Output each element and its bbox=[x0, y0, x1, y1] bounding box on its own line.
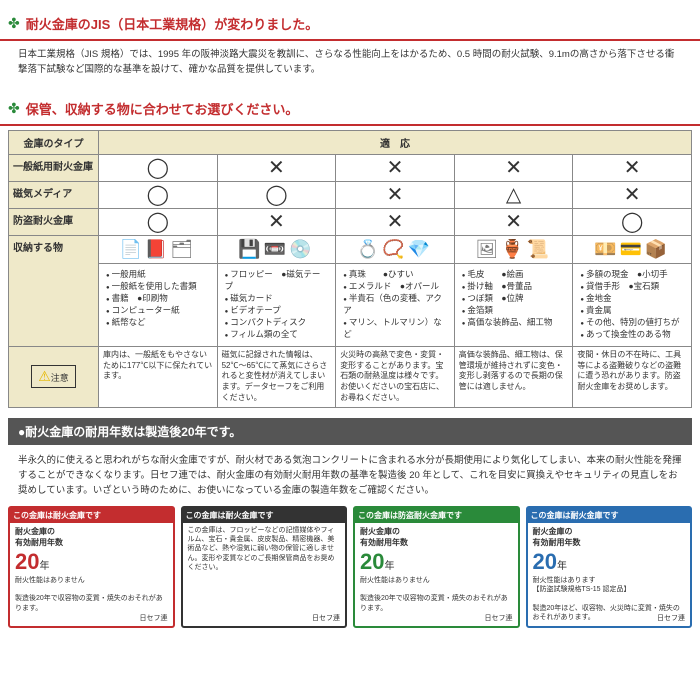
sym-cell: ◯ bbox=[217, 182, 336, 209]
info-card: この金庫は耐火金庫ですこの金庫は、フロッピーなどの記憶媒体やフィルム、宝石・貴金… bbox=[181, 506, 348, 627]
sym-cell: ✕ bbox=[336, 209, 455, 236]
icon-cell: 📄📕🗂 bbox=[99, 236, 218, 264]
items-cell: 毛皮 ●絵画掛け軸 ●骨董品つぼ類 ●位牌金箔類高価な装飾品、細工物 bbox=[454, 264, 573, 346]
note-cell: 磁気に記録された情報は、52℃～65℃にて蒸気にさらされると変性材が消えてしまい… bbox=[217, 346, 336, 407]
note-cell: 火災時の高熱で変色・変質・変形することがあります。宝石類の耐熱温度は様々です。お… bbox=[336, 346, 455, 407]
section-title-2: 保管、収納する物に合わせてお選びください。 bbox=[26, 99, 299, 118]
icon-cell: 💾📼💿 bbox=[217, 236, 336, 264]
info-card: この金庫は耐火金庫です耐火金庫の 有効耐用年数20年耐火性能はありません 製造後… bbox=[8, 506, 175, 627]
sym-cell: ✕ bbox=[573, 182, 692, 209]
row-paper: 一般紙用耐火金庫 bbox=[9, 155, 99, 182]
items-cell: フロッピー ●磁気テープ磁気カードビデオテープコンパクトディスクフィルム類の全て bbox=[217, 264, 336, 346]
sym-cell: ✕ bbox=[454, 155, 573, 182]
sym-cell: ✕ bbox=[336, 182, 455, 209]
row-magnetic: 磁気メディア bbox=[9, 182, 99, 209]
row-burglar: 防盗耐火金庫 bbox=[9, 209, 99, 236]
th-type: 金庫のタイプ bbox=[9, 131, 99, 155]
section-header-1: ✤ 耐火金庫のJIS（日本工業規格）が変わりました。 bbox=[0, 8, 700, 41]
sym-cell: △ bbox=[454, 182, 573, 209]
durability-bar: ●耐火金庫の耐用年数は製造後20年です。 bbox=[8, 418, 692, 445]
sym-cell: ✕ bbox=[336, 155, 455, 182]
th-compat: 適 応 bbox=[99, 131, 692, 155]
intro-text-1: 日本工業規格（JIS 規格）では、1995 年の阪神淡路大震災を教訓に、さらなる… bbox=[0, 45, 700, 85]
section-title-1: 耐火金庫のJIS（日本工業規格）が変わりました。 bbox=[26, 14, 319, 33]
icon-cell: 🖼🏺📜 bbox=[454, 236, 573, 264]
sym-cell: ◯ bbox=[99, 155, 218, 182]
items-cell: 真珠 ●ひすいエメラルド ●オパール半貴石（色の変種、アクアマリン、トルマリン）… bbox=[336, 264, 455, 346]
note-cell: 夜間・休日の不在時に、工具等による盗難破りなどの盗難に遭う恐れがあります。防盗耐… bbox=[573, 346, 692, 407]
durability-text: 半永久的に使えると思われがちな耐火金庫ですが、耐火材である気泡コンクリートに含ま… bbox=[0, 451, 700, 507]
sym-cell: ◯ bbox=[99, 182, 218, 209]
cards-row: この金庫は耐火金庫です耐火金庫の 有効耐用年数20年耐火性能はありません 製造後… bbox=[0, 506, 700, 637]
sym-cell: ◯ bbox=[99, 209, 218, 236]
icon-cell: 💴💳📦 bbox=[573, 236, 692, 264]
info-card: この金庫は耐火金庫です耐火金庫の 有効耐用年数20年耐火性能はあります 【防盗試… bbox=[526, 506, 693, 627]
sym-cell: ✕ bbox=[454, 209, 573, 236]
items-cell: 一般用紙一般紙を使用した書類書籍 ●印刷物コンピューター紙紙幣など bbox=[99, 264, 218, 346]
clover-icon: ✤ bbox=[8, 15, 20, 32]
items-cell: 多額の現金 ●小切手貸借手形 ●宝石類金地金貴金属その他、特別の値打ちがあって換… bbox=[573, 264, 692, 346]
sym-cell: ◯ bbox=[573, 209, 692, 236]
sym-cell: ✕ bbox=[573, 155, 692, 182]
section-header-2: ✤ 保管、収納する物に合わせてお選びください。 bbox=[0, 93, 700, 126]
row-storage: 収納する物 bbox=[9, 236, 99, 346]
warning-icon: ⚠ bbox=[38, 368, 51, 384]
compatibility-table: 金庫のタイプ 適 応 一般紙用耐火金庫 ◯ ✕ ✕ ✕ ✕ 磁気メディア ◯ ◯… bbox=[8, 130, 692, 407]
caution-head: ⚠注意 bbox=[9, 346, 99, 407]
sym-cell: ✕ bbox=[217, 155, 336, 182]
note-cell: 庫内は、一般紙をもやさないために177℃以下に保たれています。 bbox=[99, 346, 218, 407]
icon-cell: 💍📿💎 bbox=[336, 236, 455, 264]
sym-cell: ✕ bbox=[217, 209, 336, 236]
info-card: この金庫は防盗耐火金庫です耐火金庫の 有効耐用年数20年耐火性能はありません 製… bbox=[353, 506, 520, 627]
clover-icon: ✤ bbox=[8, 100, 20, 117]
note-cell: 高価な装飾品、細工物は、保管環境が維持されずに変色・変形し剥落するので長期の保管… bbox=[454, 346, 573, 407]
